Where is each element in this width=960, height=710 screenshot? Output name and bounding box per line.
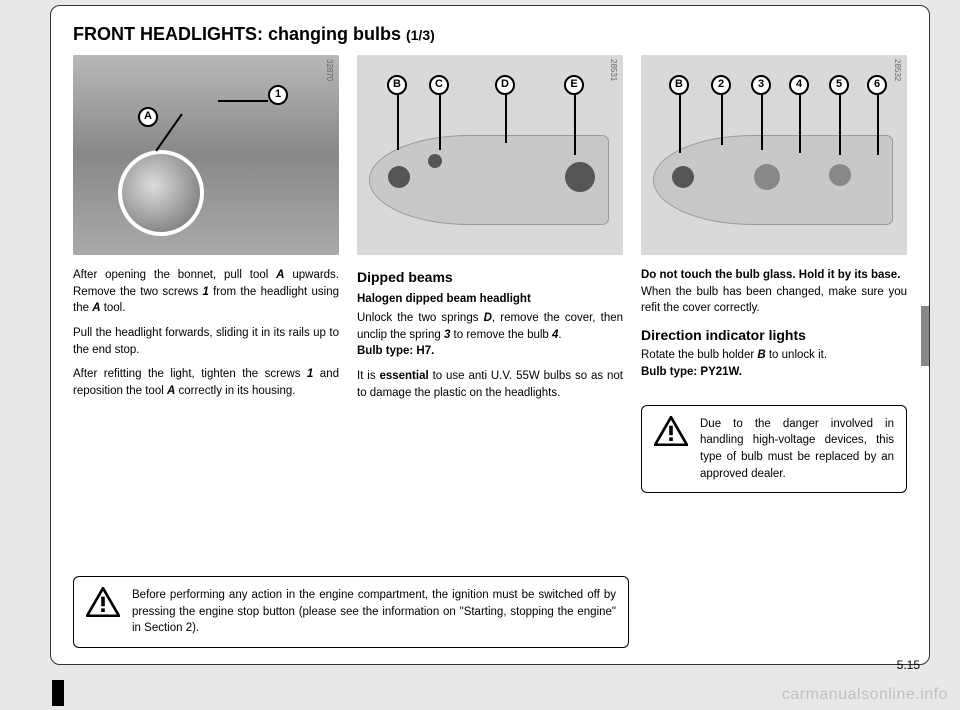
- warning-icon: [86, 587, 120, 617]
- callout-line: [397, 95, 399, 150]
- callout-line: [574, 95, 576, 155]
- col2-heading: Dipped beams: [357, 267, 623, 287]
- warning-narrow-text: Due to the danger involved in handling h…: [700, 416, 894, 483]
- col3-para3: Rotate the bulb holder B to unlock it. B…: [641, 347, 907, 380]
- callout-line: [505, 95, 507, 143]
- col2-para2: It is essential to use anti U.V. 55W bul…: [357, 368, 623, 401]
- callout-2: 2: [711, 75, 731, 95]
- callout-line: [218, 100, 268, 102]
- bulb-dot: [829, 164, 851, 186]
- page-number: 5.15: [897, 658, 920, 672]
- callout-A: A: [138, 107, 158, 127]
- column-2: 28531 B C D E Dipped beams Halogen dippe…: [357, 55, 623, 493]
- figure-3: 28532 B 2 3 4 5 6: [641, 55, 907, 255]
- callout-line: [761, 95, 763, 150]
- callout-line: [877, 95, 879, 155]
- column-3: 28532 B 2 3 4 5 6: [641, 55, 907, 493]
- column-1: 32870 A 1 After opening the bonnet, pull…: [73, 55, 339, 493]
- callout-line: [439, 95, 441, 150]
- warning-box-narrow: Due to the danger involved in handling h…: [641, 405, 907, 494]
- bulb-dot: [565, 162, 595, 192]
- manual-page: FRONT HEADLIGHTS: changing bulbs (1/3) 3…: [50, 5, 930, 665]
- callout-1: 1: [268, 85, 288, 105]
- callout-C: C: [429, 75, 449, 95]
- callout-B2: B: [669, 75, 689, 95]
- callout-B: B: [387, 75, 407, 95]
- col3-heading: Direction indicator lights: [641, 325, 907, 345]
- title-main: FRONT HEADLIGHTS: changing bulbs: [73, 24, 406, 44]
- headlight-rear-illustration-2: [653, 135, 893, 225]
- callout-line: [721, 95, 723, 145]
- figure-2: 28531 B C D E: [357, 55, 623, 255]
- section-tab: [921, 306, 929, 366]
- figure-1: 32870 A 1: [73, 55, 339, 255]
- headlight-rear-illustration: [369, 135, 609, 225]
- warning-wide-text: Before performing any action in the engi…: [132, 587, 616, 637]
- figure-1-number: 32870: [323, 59, 335, 81]
- bulb-dot: [754, 164, 780, 190]
- figure-2-number: 28531: [607, 59, 619, 81]
- engine-bay-illustration: [73, 55, 339, 255]
- title-sub: (1/3): [406, 27, 435, 43]
- figure-3-number: 28532: [891, 59, 903, 81]
- callout-D: D: [495, 75, 515, 95]
- warning-icon: [654, 416, 688, 446]
- callout-5: 5: [829, 75, 849, 95]
- col1-para1: After opening the bonnet, pull tool A up…: [73, 267, 339, 317]
- bulb-dot: [672, 166, 694, 188]
- callout-line: [679, 95, 681, 153]
- watermark: carmanualsonline.info: [782, 686, 948, 704]
- callout-E: E: [564, 75, 584, 95]
- col1-para3: After refitting the light, tighten the s…: [73, 366, 339, 399]
- callout-3: 3: [751, 75, 771, 95]
- footer-mark: [52, 680, 64, 706]
- col1-para2: Pull the headlight forwards, sliding it …: [73, 325, 339, 358]
- col3-para1: Do not touch the bulb glass. Hold it by …: [641, 267, 907, 317]
- content-columns: 32870 A 1 After opening the bonnet, pull…: [73, 55, 907, 493]
- callout-line: [799, 95, 801, 153]
- col2-para1: Unlock the two springs D, remove the cov…: [357, 310, 623, 360]
- callout-line: [839, 95, 841, 155]
- callout-6: 6: [867, 75, 887, 95]
- bulb-dot: [428, 154, 442, 168]
- col2-subheading: Halogen dipped beam headlight: [357, 291, 623, 308]
- warning-box-wide: Before performing any action in the engi…: [73, 576, 629, 648]
- bulb-dot: [388, 166, 410, 188]
- callout-4: 4: [789, 75, 809, 95]
- zoom-lens: [118, 150, 204, 236]
- page-title: FRONT HEADLIGHTS: changing bulbs (1/3): [73, 24, 907, 45]
